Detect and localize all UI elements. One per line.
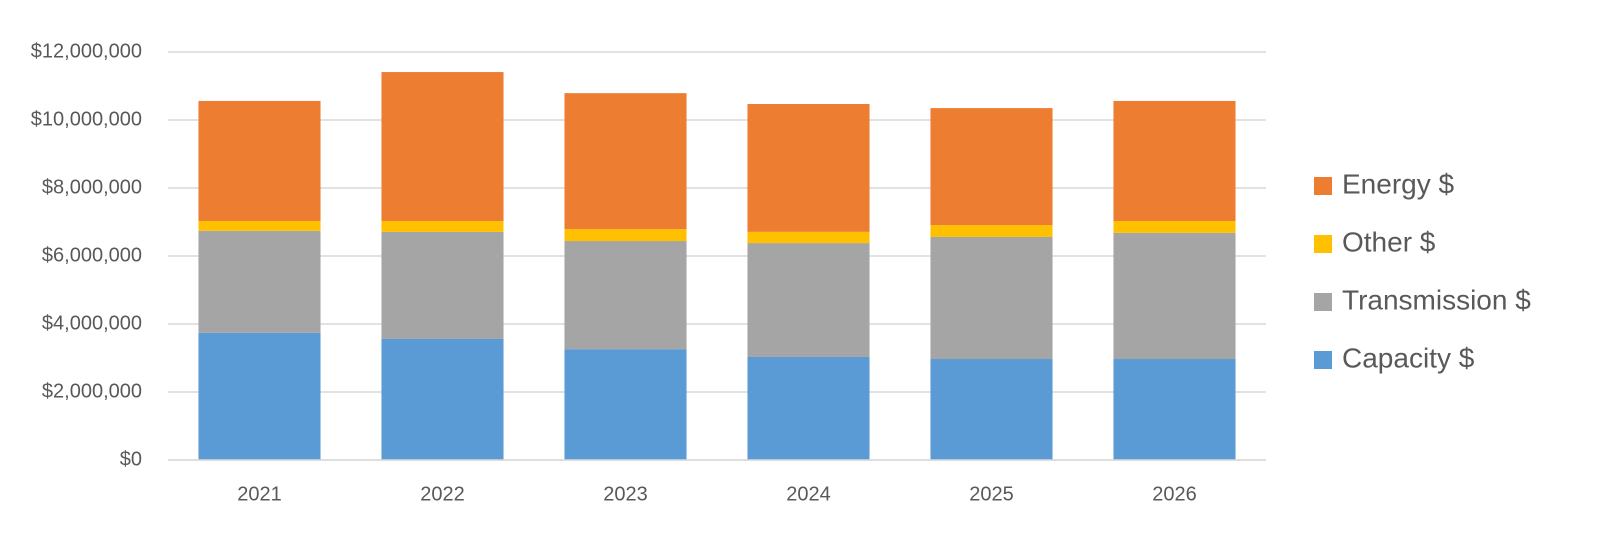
bar-segment [930, 236, 1053, 360]
x-tick-label: 2025 [969, 483, 1014, 505]
bar-segment [198, 220, 321, 231]
bar-segment [1113, 232, 1236, 360]
legend-swatch [1314, 351, 1332, 369]
y-tick-label: $12,000,000 [31, 40, 142, 62]
legend-label: Other $ [1342, 226, 1436, 257]
bar-segment [564, 229, 687, 242]
bar-segment [564, 349, 687, 460]
bar-segment [381, 338, 504, 460]
bar-segment [930, 108, 1053, 226]
legend-label: Capacity $ [1342, 342, 1475, 373]
x-tick-label: 2023 [603, 483, 648, 505]
bar-segment [747, 243, 870, 357]
y-tick-label: $0 [120, 448, 142, 470]
bar-segment [747, 356, 870, 460]
bar-segment [747, 231, 870, 244]
bar-segment [747, 104, 870, 232]
y-tick-label: $6,000,000 [42, 244, 142, 266]
bar-segment [198, 100, 321, 221]
x-tick-label: 2022 [420, 483, 465, 505]
legend-label: Energy $ [1342, 168, 1454, 199]
bar-segment [1113, 359, 1236, 460]
bar-segment [381, 220, 504, 232]
x-tick-label: 2021 [237, 483, 282, 505]
legend-swatch [1314, 293, 1332, 311]
bar-segment [381, 231, 504, 339]
y-tick-label: $2,000,000 [42, 380, 142, 402]
x-tick-label: 2026 [1152, 483, 1197, 505]
legend-swatch [1314, 177, 1332, 195]
bar-segment [198, 230, 321, 333]
y-tick-label: $8,000,000 [42, 176, 142, 198]
y-tick-label: $10,000,000 [31, 108, 142, 130]
legend-label: Transmission $ [1342, 284, 1531, 315]
bar-segment [1113, 220, 1236, 233]
bar-segment [930, 225, 1053, 237]
bar-segment [198, 332, 321, 460]
bar-segment [1113, 100, 1236, 221]
bar-segment [564, 241, 687, 350]
y-tick-label: $4,000,000 [42, 312, 142, 334]
bar-segment [930, 359, 1053, 460]
legend-swatch [1314, 235, 1332, 253]
bar-segment [564, 93, 687, 230]
bar-segment [381, 72, 504, 221]
x-tick-label: 2024 [786, 483, 831, 505]
